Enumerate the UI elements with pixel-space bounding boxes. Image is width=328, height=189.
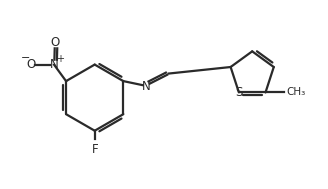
Text: F: F (92, 143, 98, 156)
Text: S: S (235, 86, 242, 99)
Text: −: − (21, 53, 31, 64)
Text: N: N (50, 58, 59, 71)
Text: N: N (142, 80, 151, 93)
Text: O: O (27, 58, 36, 71)
Text: CH₃: CH₃ (286, 87, 305, 97)
Text: O: O (51, 36, 60, 50)
Text: +: + (56, 54, 64, 64)
